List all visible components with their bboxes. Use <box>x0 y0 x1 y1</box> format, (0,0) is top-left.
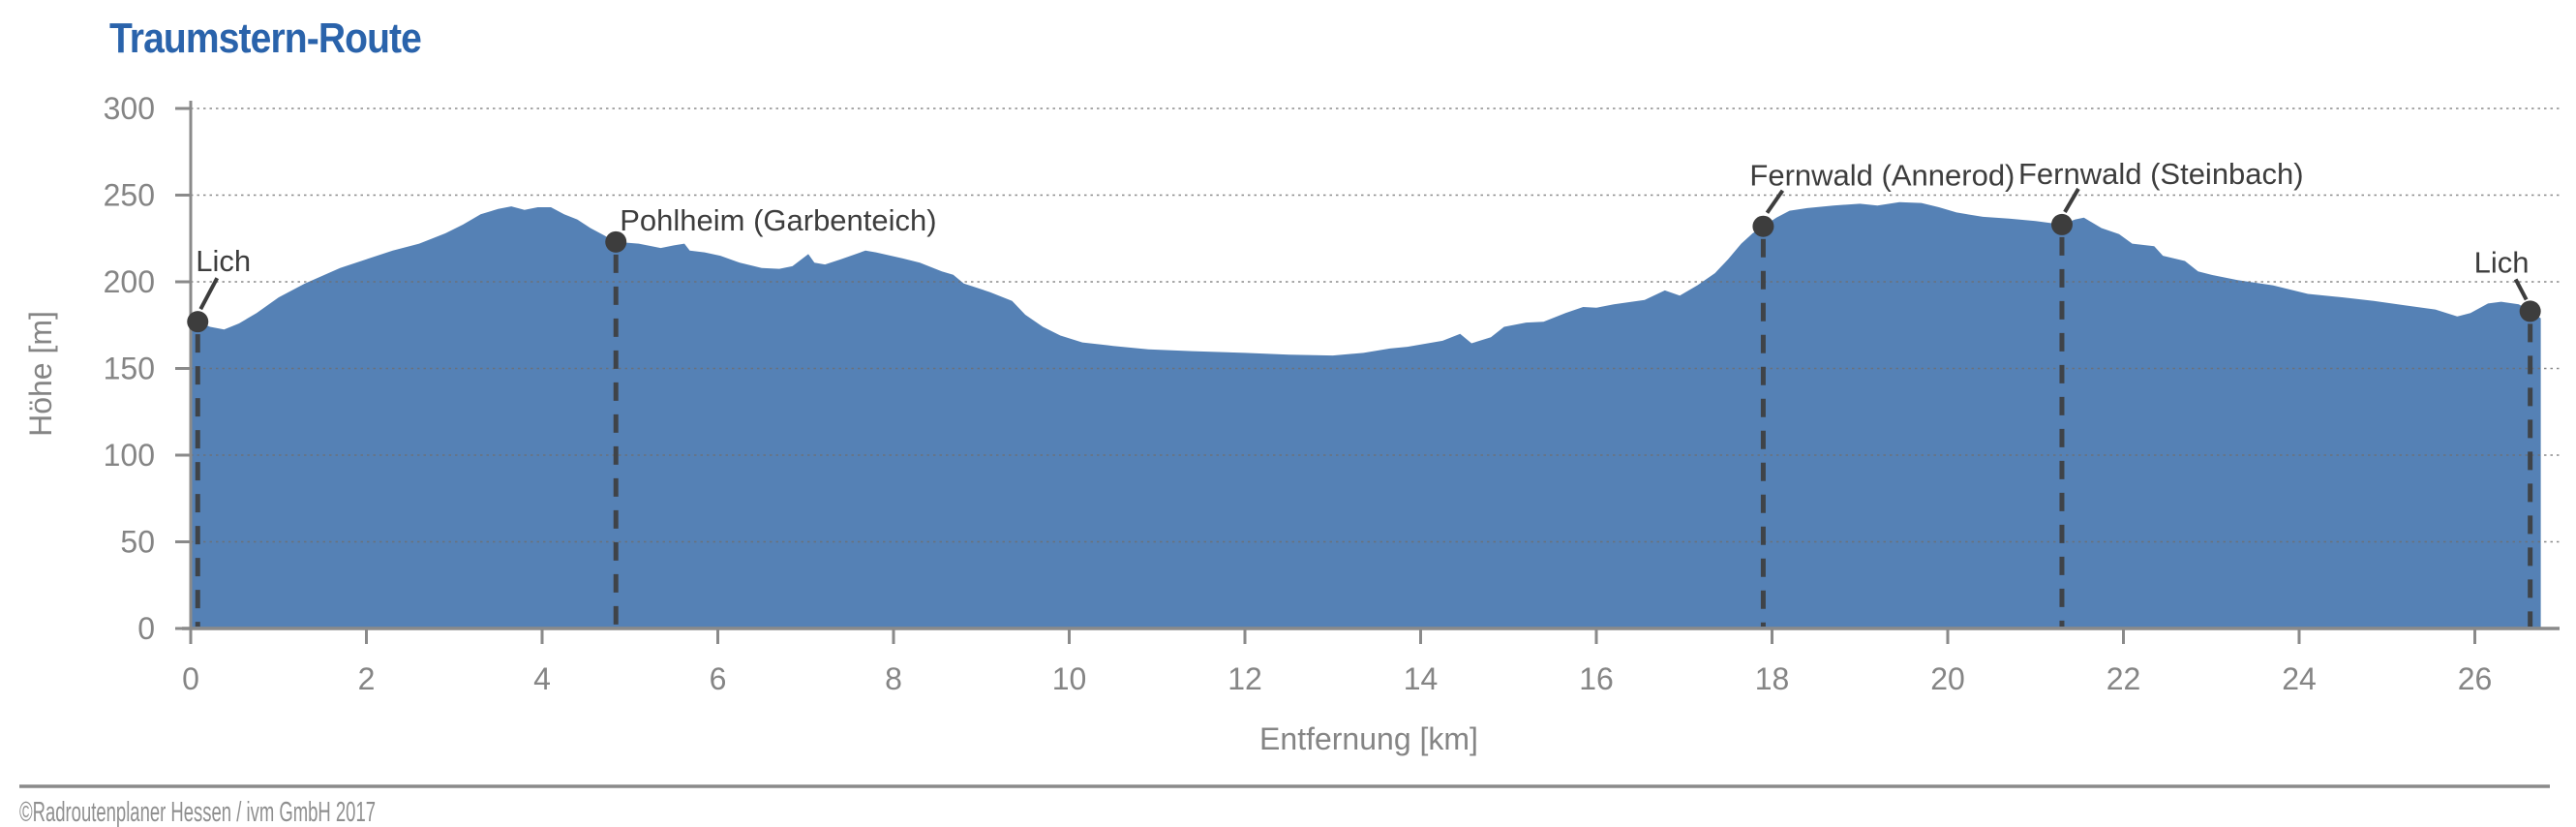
waypoint-4: Lich <box>2474 245 2541 627</box>
waypoint-leader-line <box>198 277 220 311</box>
x-tick-label-4: 4 <box>533 661 551 696</box>
copyright-text: ©Radroutenplaner Hessen / ivm GmbH 2017 <box>19 797 376 827</box>
waypoint-dot <box>2050 213 2073 235</box>
y-tick-label-0: 0 <box>137 611 155 646</box>
x-tick-label-18: 18 <box>1755 661 1790 696</box>
y-axis-title: Höhe [m] <box>23 311 58 437</box>
y-tick-label-200: 200 <box>104 264 155 299</box>
waypoint-label: Fernwald (Annerod) <box>1749 159 2015 193</box>
x-tick-label-0: 0 <box>182 661 199 696</box>
waypoint-dot <box>187 311 209 333</box>
y-tick-label-250: 250 <box>104 178 155 213</box>
waypoint-2: Fernwald (Annerod) <box>1749 159 2015 627</box>
waypoint-dot <box>2519 300 2541 322</box>
x-tick-label-12: 12 <box>1227 661 1262 696</box>
waypoint-1: Pohlheim (Garbenteich) <box>605 203 937 627</box>
x-tick-label-2: 2 <box>358 661 376 696</box>
y-tick-label-300: 300 <box>104 91 155 126</box>
waypoint-leader-line <box>2063 187 2080 213</box>
elevation-area-path <box>191 201 2541 628</box>
waypoint-label: Lich <box>196 244 251 278</box>
x-tick-label-14: 14 <box>1404 661 1439 696</box>
x-tick-label-26: 26 <box>2458 661 2493 696</box>
x-tick-label-6: 6 <box>710 661 727 696</box>
elevation-area-series <box>191 201 2541 628</box>
waypoint-dot <box>1752 215 1774 237</box>
waypoint-label: Lich <box>2474 245 2530 279</box>
waypoint-label: Pohlheim (Garbenteich) <box>620 203 936 237</box>
waypoint-dot <box>605 230 627 253</box>
waypoint-leader-line <box>1765 189 1785 214</box>
waypoint-3: Fernwald (Steinbach) <box>2018 157 2304 627</box>
axes <box>175 101 2560 644</box>
x-tick-label-22: 22 <box>2106 661 2141 696</box>
waypoint-leader-line <box>2513 278 2529 301</box>
x-tick-label-8: 8 <box>885 661 902 696</box>
chart-title: Traumstern-Route <box>109 15 421 62</box>
waypoint-0: Lich <box>187 244 251 627</box>
y-tick-label-100: 100 <box>104 438 155 473</box>
x-tick-label-24: 24 <box>2282 661 2317 696</box>
x-tick-label-16: 16 <box>1579 661 1614 696</box>
y-tick-label-50: 50 <box>120 525 155 560</box>
x-tick-label-10: 10 <box>1052 661 1087 696</box>
x-tick-label-20: 20 <box>1930 661 1965 696</box>
gridlines <box>191 107 2560 543</box>
y-tick-label-150: 150 <box>104 352 155 386</box>
waypoint-label: Fernwald (Steinbach) <box>2018 157 2304 191</box>
x-axis-title: Entfernung [km] <box>1259 721 1478 756</box>
waypoint-markers: Lich Pohlheim (Garbenteich) Fernwald (Anne… <box>187 157 2541 627</box>
